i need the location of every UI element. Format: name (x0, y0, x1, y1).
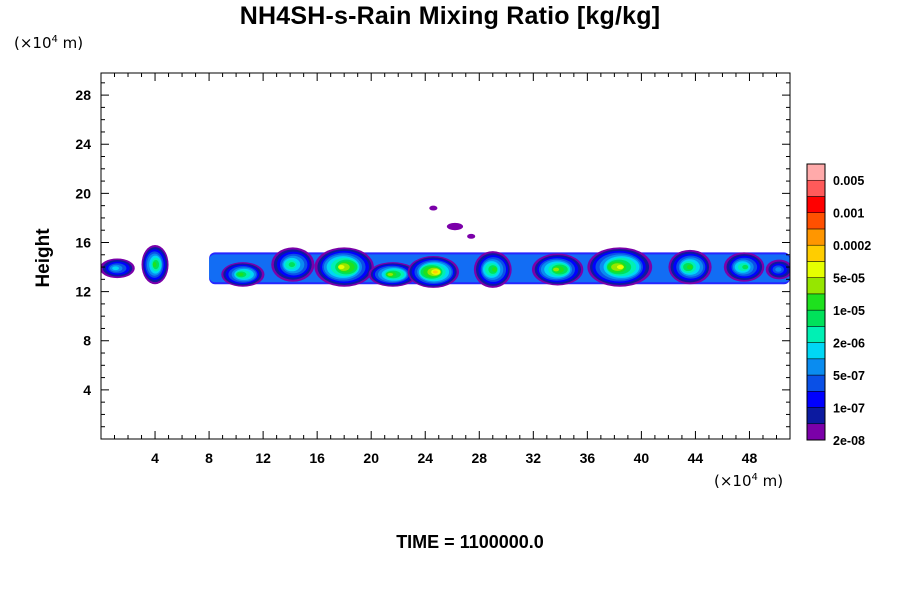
colorbar-swatch (806, 277, 826, 295)
plot-border (100, 72, 791, 440)
y-tick-label: 20 (75, 185, 91, 201)
y-unit-exp: 4 (51, 34, 58, 45)
cell-contour (288, 262, 296, 268)
x-unit-exp: 4 (751, 472, 758, 483)
cell-contour (775, 267, 782, 272)
field-cell (407, 255, 460, 288)
x-tick-label: 24 (417, 450, 433, 466)
time-label: TIME = 1100000.0 (396, 532, 544, 552)
cell-contour (492, 267, 497, 272)
field-cell (765, 259, 790, 280)
x-axis-unit: (×104 m) (714, 472, 783, 490)
colorbar-swatch (806, 407, 826, 425)
x-tick-label: 20 (363, 450, 379, 466)
y-tick-label: 8 (83, 333, 91, 349)
cell-contour (742, 264, 749, 270)
colorbar-swatch (806, 244, 826, 262)
x-tick-label: 48 (742, 450, 758, 466)
colorbar-swatch (806, 196, 826, 213)
cell-contour (338, 264, 345, 270)
plot-frame (100, 72, 791, 440)
cell-contour (152, 262, 157, 268)
field-cell (587, 247, 653, 287)
colorbar-label: 5e-05 (833, 272, 865, 286)
y-tick-label: 4 (83, 382, 91, 398)
y-axis-label: Height (33, 228, 54, 288)
colorbar-swatch (806, 163, 826, 181)
colorbar-swatch (806, 261, 826, 278)
y-unit-prefix: (×10 (14, 34, 52, 52)
y-tick-label: 12 (75, 284, 91, 300)
colorbar-swatch (806, 309, 826, 327)
x-tick-label: 40 (634, 450, 650, 466)
cell-contour (616, 264, 624, 270)
colorbar-label: 5e-07 (833, 369, 865, 383)
field-cell (531, 253, 584, 286)
x-tick-label: 8 (205, 450, 213, 466)
x-unit-prefix: (×10 (714, 472, 752, 490)
field-cell (668, 249, 712, 285)
field-fragment (429, 205, 438, 211)
x-tick-label: 36 (580, 450, 596, 466)
colorbar-label: 2e-06 (833, 337, 865, 351)
colorbar-swatch (806, 293, 826, 311)
field-fragment (446, 222, 464, 231)
x-tick-label: 4 (151, 450, 159, 466)
colorbar-swatch (806, 326, 826, 343)
y-unit-suffix: m) (57, 34, 84, 52)
field-fragment (467, 233, 476, 239)
x-tick-label: 28 (471, 450, 487, 466)
cell-contour (432, 270, 438, 274)
field-cell (723, 252, 765, 282)
field-cell (314, 247, 374, 287)
colorbar-swatch (806, 342, 826, 360)
cell-contour (387, 272, 394, 276)
y-tick-label: 28 (75, 87, 91, 103)
x-tick-label: 32 (526, 450, 542, 466)
field-cell (141, 244, 169, 285)
field-cell (101, 258, 135, 279)
colorbar-label: 0.001 (833, 207, 864, 221)
field-cell (368, 262, 418, 287)
x-tick-label: 44 (688, 450, 704, 466)
cell-contour (686, 264, 693, 270)
colorbar-swatch (806, 391, 826, 408)
field-cell (271, 247, 315, 282)
cell-contour (112, 266, 119, 271)
field-cell (473, 251, 512, 288)
colorbar-border (806, 163, 826, 441)
cell-contour (553, 267, 560, 272)
colorbar-label: 0.0002 (833, 239, 871, 253)
chart-title: NH4SH-s-Rain Mixing Ratio [kg/kg] (239, 2, 661, 30)
colorbar-label: 2e-08 (833, 434, 865, 448)
y-tick-label: 24 (75, 136, 91, 152)
colorbar-swatch (806, 374, 826, 392)
x-tick-label: 12 (255, 450, 271, 466)
colorbar-swatch (806, 212, 826, 230)
field-cell (221, 262, 265, 287)
x-tick-label: 16 (309, 450, 325, 466)
colorbar-swatch (806, 228, 826, 246)
cell-contour (237, 272, 244, 277)
colorbar: 0.005 0.001 0.0002 5e-05 1e-05 2e-06 5e-07 1e-0… (806, 163, 871, 448)
colorbar-swatch (806, 423, 826, 441)
colorbar-label: 1e-07 (833, 402, 865, 416)
colorbar-label: 1e-05 (833, 304, 865, 318)
colorbar-swatch (806, 358, 826, 376)
colorbar-swatch (806, 179, 826, 197)
x-unit-suffix: m) (757, 472, 784, 490)
y-tick-label: 16 (75, 234, 91, 250)
y-axis-unit: (×104 m) (14, 34, 83, 52)
colorbar-label: 0.005 (833, 174, 864, 188)
plot-field (101, 205, 790, 288)
